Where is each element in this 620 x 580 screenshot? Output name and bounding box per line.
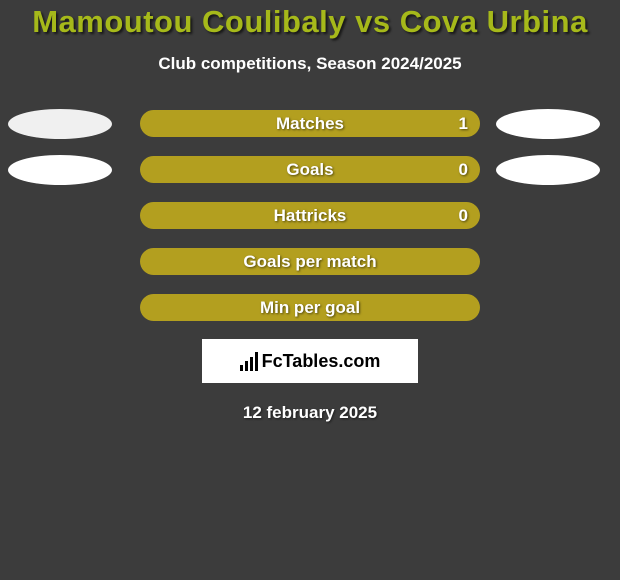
stat-rows: Matches1Goals0Hattricks0Goals per matchM… (0, 110, 620, 321)
stat-row: Min per goal (0, 294, 620, 321)
stat-row: Goals per match (0, 248, 620, 275)
stat-label: Matches (140, 110, 480, 137)
stat-label: Goals (140, 156, 480, 183)
stat-bar: Min per goal (140, 294, 480, 321)
stat-bar: Matches1 (140, 110, 480, 137)
stat-row: Matches1 (0, 110, 620, 137)
stat-value: 0 (459, 156, 468, 183)
footer-date: 12 february 2025 (0, 403, 620, 423)
left-disc (8, 155, 112, 185)
fctables-logo: FcTables.com (202, 339, 418, 383)
stat-value: 0 (459, 202, 468, 229)
stat-label: Min per goal (140, 294, 480, 321)
left-disc (8, 109, 112, 139)
stat-label: Hattricks (140, 202, 480, 229)
stat-value: 1 (459, 110, 468, 137)
logo-text: FcTables.com (262, 351, 381, 372)
stat-bar: Goals0 (140, 156, 480, 183)
page-title: Mamoutou Coulibaly vs Cova Urbina (0, 0, 620, 40)
logo-bars-icon (240, 351, 258, 371)
stat-bar: Hattricks0 (140, 202, 480, 229)
stat-row: Hattricks0 (0, 202, 620, 229)
subtitle: Club competitions, Season 2024/2025 (0, 54, 620, 74)
stat-bar: Goals per match (140, 248, 480, 275)
stat-label: Goals per match (140, 248, 480, 275)
right-disc (496, 155, 600, 185)
right-disc (496, 109, 600, 139)
stat-row: Goals0 (0, 156, 620, 183)
